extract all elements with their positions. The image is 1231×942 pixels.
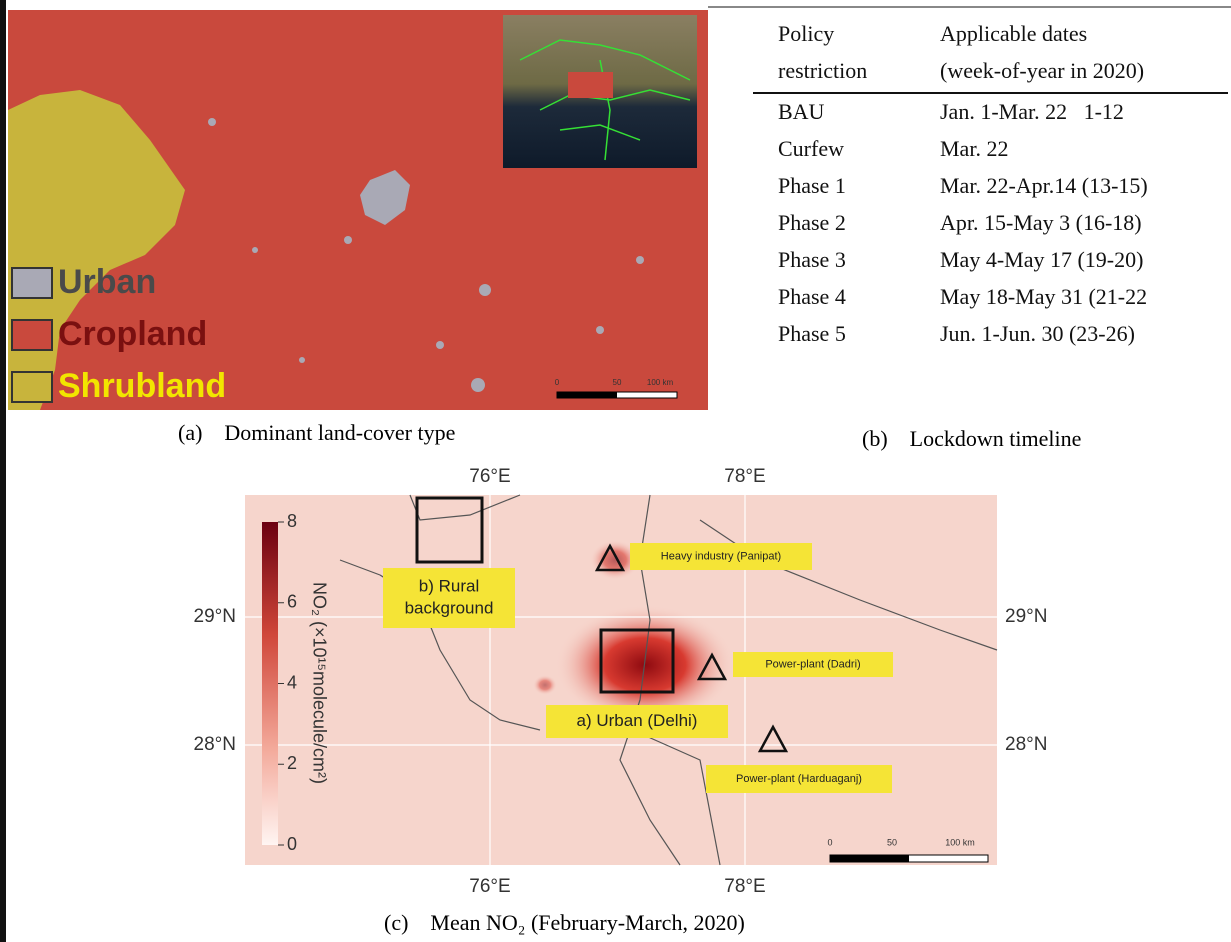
legend-swatch xyxy=(12,268,52,298)
scale-label: 100 km xyxy=(945,837,975,847)
scale-label: 0 xyxy=(555,378,560,387)
table-cell: Mar. 22 xyxy=(940,130,1224,167)
lat-label: 28°N xyxy=(194,734,236,755)
lon-label: 78°E xyxy=(724,466,765,487)
lon-label: 76°E xyxy=(469,466,510,487)
header-cell: restriction xyxy=(778,52,948,89)
colorbar-tick-label: 2 xyxy=(287,753,297,773)
colorbar xyxy=(262,522,278,845)
colorbar-tick-label: 4 xyxy=(287,672,297,692)
table-cell: BAU xyxy=(778,93,938,130)
table-cell: Phase 2 xyxy=(778,204,938,241)
scale-label: 50 xyxy=(887,837,897,847)
colorbar-tick-label: 8 xyxy=(287,511,297,531)
caption-label: (a) xyxy=(178,420,202,445)
legend-label: Shrubland xyxy=(58,367,226,405)
caption-label: (c) xyxy=(384,910,408,935)
lat-label: 28°N xyxy=(1005,734,1047,755)
scale-bar-fill xyxy=(830,855,909,862)
caption-text: Dominant land-cover type xyxy=(224,420,455,445)
header-cell: Policy xyxy=(778,15,948,52)
table-cell: Phase 5 xyxy=(778,315,938,352)
table-cell: May 4-May 17 (19-20) xyxy=(940,241,1224,278)
lat-label: 29°N xyxy=(194,606,236,627)
annotation-text: Heavy industry (Panipat) xyxy=(661,550,781,562)
hotspot xyxy=(533,675,557,695)
caption: (c) Mean NO₂ (February-March, 2020) xyxy=(384,910,745,936)
table-cell: May 18-May 31 (21-22 xyxy=(940,278,1224,315)
page: Urban Cropland Shrubland 0 50 100 km 76°E 76°E 7… xyxy=(0,0,1231,942)
table-cell: Phase 1 xyxy=(778,167,938,204)
caption-label: (b) xyxy=(862,426,888,451)
colorbar-tick-label: 0 xyxy=(287,834,297,854)
colorbar-tick-label: 6 xyxy=(287,592,297,612)
annotation-text: background xyxy=(405,598,494,617)
legend-label: Cropland xyxy=(58,315,207,353)
scale-bar-fill xyxy=(557,392,617,398)
inset-region xyxy=(568,72,613,98)
caption-text: Lockdown timeline xyxy=(910,426,1082,451)
scale-label: 50 xyxy=(613,378,622,387)
table-cell: Phase 4 xyxy=(778,278,938,315)
scale-label: 100 km xyxy=(647,378,674,387)
table-cell: Apr. 15-May 3 (16-18) xyxy=(940,204,1224,241)
lon-label: 76°E xyxy=(469,876,510,897)
header-cell: (week-of-year in 2020) xyxy=(940,52,1231,89)
table-cell: Phase 3 xyxy=(778,241,938,278)
annotation-text: b) Rural xyxy=(419,576,479,595)
caption: (a) Dominant land-cover type xyxy=(178,420,455,446)
annotation-text: Power-plant (Harduaganj) xyxy=(736,773,862,785)
legend-swatch xyxy=(12,320,52,350)
annotation-text: Power-plant (Dadri) xyxy=(765,658,860,670)
no2-map xyxy=(245,495,997,865)
colorbar-label: NO₂ (×10¹⁵molecule/cm²) xyxy=(309,582,329,784)
table-cell: Mar. 22-Apr.14 (13-15) xyxy=(940,167,1224,204)
legend-swatch xyxy=(12,372,52,402)
table-cell: Curfew xyxy=(778,130,938,167)
caption: (b) Lockdown timeline xyxy=(862,426,1081,452)
legend-label: Urban xyxy=(58,263,156,301)
lat-label: 29°N xyxy=(1005,606,1047,627)
caption-text: Mean NO₂ (February-March, 2020) xyxy=(430,910,744,935)
header-cell: Applicable dates xyxy=(940,15,1231,52)
table-cell: Jan. 1-Mar. 22 1-12 xyxy=(940,93,1224,130)
table-cell: Jun. 1-Jun. 30 (23-26) xyxy=(940,315,1224,352)
lon-label: 78°E xyxy=(724,876,765,897)
scale-label: 0 xyxy=(827,837,832,847)
annotation-text: a) Urban (Delhi) xyxy=(577,711,698,730)
